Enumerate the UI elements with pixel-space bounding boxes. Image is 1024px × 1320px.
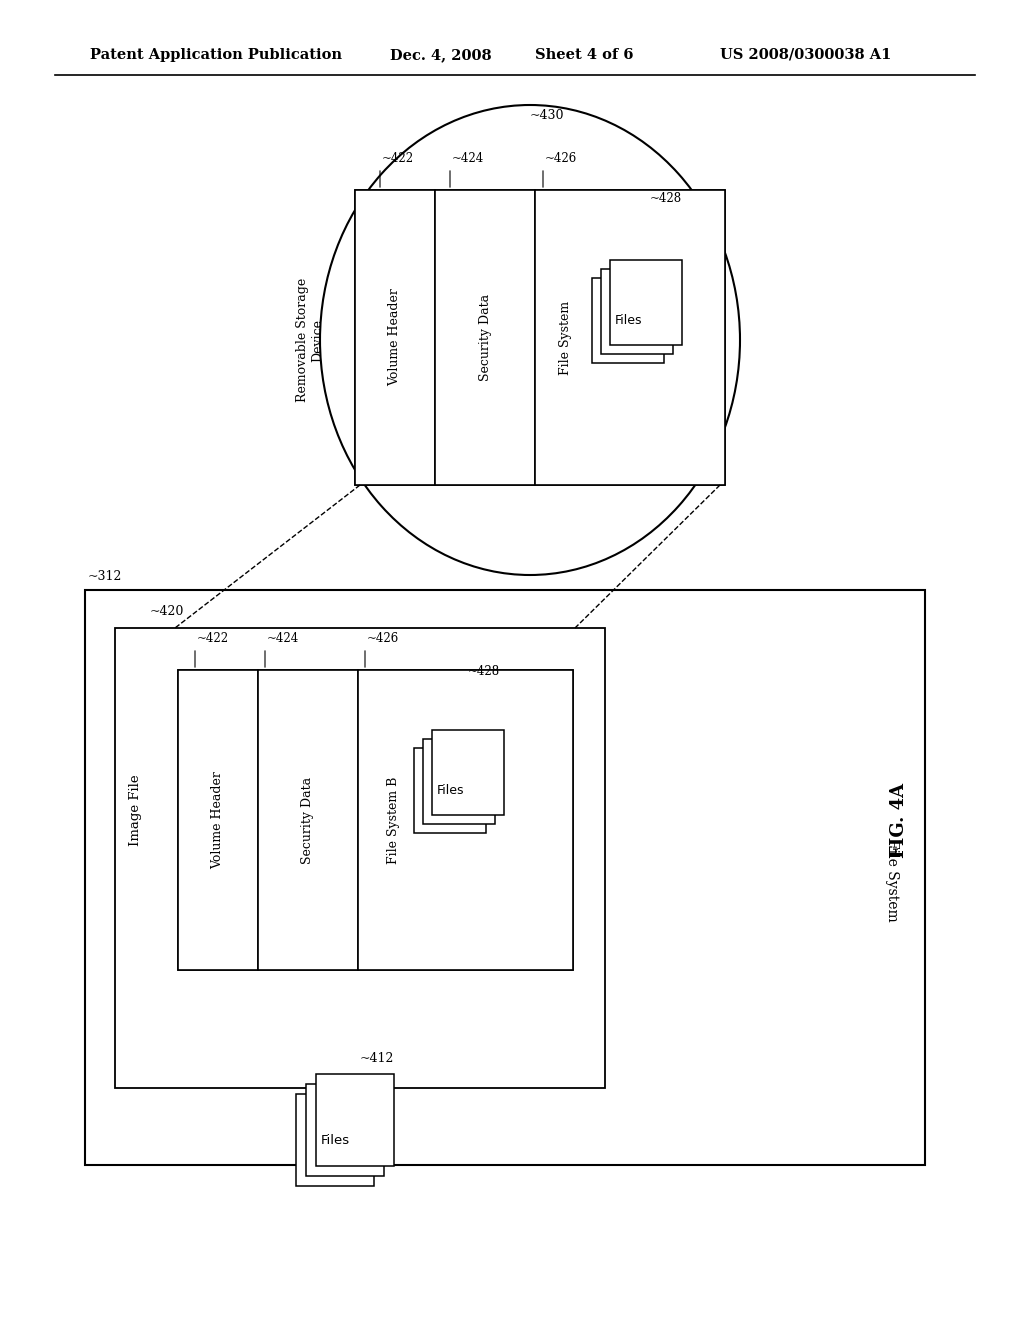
Text: ~424: ~424 [452, 152, 484, 165]
Bar [178, 671, 258, 970]
Text: Sheet 4 of 6: Sheet 4 of 6 [535, 48, 634, 62]
Text: US 2008/0300038 A1: US 2008/0300038 A1 [720, 48, 891, 62]
Text: Patent Application Publication: Patent Application Publication [90, 48, 342, 62]
Bar [306, 1084, 384, 1176]
Bar [592, 277, 664, 363]
Text: Security Data: Security Data [478, 294, 492, 381]
Text: ~412: ~412 [360, 1052, 394, 1065]
Bar [435, 190, 535, 484]
Text: ~420: ~420 [150, 605, 184, 618]
Bar [610, 260, 682, 345]
Bar [355, 190, 435, 484]
Bar [535, 190, 725, 484]
Text: ~428: ~428 [468, 665, 500, 678]
Bar [414, 747, 486, 833]
Bar [601, 268, 673, 354]
Text: Dec. 4, 2008: Dec. 4, 2008 [390, 48, 492, 62]
Text: Files: Files [321, 1134, 349, 1147]
Bar [423, 738, 495, 824]
Text: ~424: ~424 [267, 632, 299, 645]
Text: ~430: ~430 [530, 110, 564, 121]
Ellipse shape [319, 106, 740, 576]
Text: File System B: File System B [386, 776, 399, 863]
Text: ~422: ~422 [382, 152, 414, 165]
Bar [316, 1074, 394, 1166]
Bar [432, 730, 504, 814]
Text: Security Data: Security Data [301, 776, 314, 863]
Text: File System: File System [885, 838, 899, 921]
Text: Files: Files [436, 784, 464, 796]
Bar [258, 671, 358, 970]
Bar [355, 190, 725, 484]
Text: ~422: ~422 [197, 632, 229, 645]
Text: Removable Storage
Device: Removable Storage Device [296, 279, 324, 403]
Bar [115, 628, 605, 1088]
Text: File System: File System [558, 301, 571, 375]
Bar [178, 671, 573, 970]
Text: FIG. 4A: FIG. 4A [890, 783, 908, 858]
Bar [358, 671, 573, 970]
Text: ~426: ~426 [367, 632, 399, 645]
Text: ~312: ~312 [88, 570, 123, 583]
Text: ~426: ~426 [545, 152, 578, 165]
Text: Volume Header: Volume Header [212, 771, 224, 869]
Text: Volume Header: Volume Header [388, 289, 401, 387]
Text: Image File: Image File [129, 775, 142, 846]
Text: Files: Files [614, 314, 642, 326]
Bar [85, 590, 925, 1166]
Bar [296, 1094, 374, 1185]
Text: ~428: ~428 [650, 191, 682, 205]
